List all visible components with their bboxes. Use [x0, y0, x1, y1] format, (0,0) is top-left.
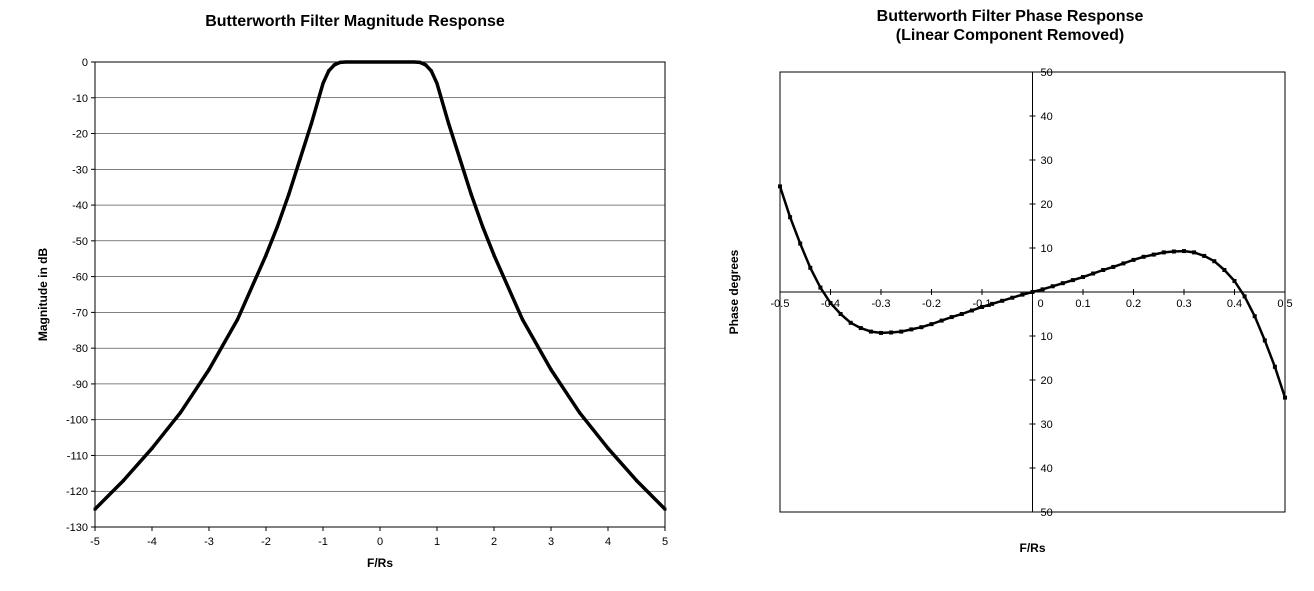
svg-text:10: 10 [1041, 331, 1053, 343]
svg-text:F/Rs: F/Rs [367, 556, 393, 570]
phase-chart-title: Butterworth Filter Phase Response (Linea… [720, 5, 1300, 67]
svg-text:0: 0 [82, 57, 88, 69]
magnitude-chart-title: Butterworth Filter Magnitude Response [30, 10, 680, 57]
svg-text:-50: -50 [72, 236, 88, 248]
svg-text:10: 10 [1041, 243, 1053, 255]
svg-text:50: 50 [1041, 507, 1053, 519]
svg-text:-20: -20 [72, 129, 88, 141]
svg-text:5: 5 [662, 536, 668, 548]
svg-text:0.1: 0.1 [1075, 298, 1090, 310]
svg-text:-90: -90 [72, 379, 88, 391]
svg-text:Phase degrees: Phase degrees [727, 249, 741, 334]
svg-text:40: 40 [1041, 463, 1053, 475]
svg-text:-60: -60 [72, 272, 88, 284]
svg-text:40: 40 [1041, 111, 1053, 123]
svg-text:-1: -1 [318, 536, 328, 548]
svg-text:1: 1 [434, 536, 440, 548]
svg-text:3: 3 [548, 536, 554, 548]
svg-text:-3: -3 [204, 536, 214, 548]
svg-text:-10: -10 [72, 93, 88, 105]
svg-text:0.3: 0.3 [1176, 298, 1191, 310]
svg-text:-70: -70 [72, 307, 88, 319]
svg-text:4: 4 [605, 536, 611, 548]
svg-text:-80: -80 [72, 343, 88, 355]
svg-text:-0.3: -0.3 [872, 298, 891, 310]
svg-text:-100: -100 [66, 415, 88, 427]
page-root: Butterworth Filter Magnitude Response 0 -… [0, 0, 1314, 591]
svg-text:20: 20 [1041, 199, 1053, 211]
svg-text:20: 20 [1041, 375, 1053, 387]
svg-text:-40: -40 [72, 200, 88, 212]
svg-text:F/Rs: F/Rs [1019, 541, 1045, 555]
svg-text:0.2: 0.2 [1126, 298, 1141, 310]
svg-text:-2: -2 [261, 536, 271, 548]
svg-text:0: 0 [1037, 298, 1043, 310]
svg-text:-110: -110 [67, 450, 88, 462]
svg-text:-130: -130 [66, 522, 88, 534]
svg-text:-4: -4 [147, 536, 157, 548]
phase-chart-svg: -0.5-0.4-0.3-0.2-0.100.10.20.30.40.55040… [720, 67, 1300, 567]
svg-text:-5: -5 [90, 536, 100, 548]
svg-text:0: 0 [377, 536, 383, 548]
svg-text:50: 50 [1041, 67, 1053, 79]
svg-text:30: 30 [1041, 155, 1053, 167]
svg-text:-0.2: -0.2 [922, 298, 941, 310]
phase-chart: Butterworth Filter Phase Response (Linea… [720, 5, 1300, 567]
svg-text:0.4: 0.4 [1227, 298, 1242, 310]
svg-text:-30: -30 [72, 164, 88, 176]
svg-text:Magnitude in dB: Magnitude in dB [36, 248, 50, 342]
magnitude-chart: Butterworth Filter Magnitude Response 0 -… [30, 10, 680, 582]
svg-text:2: 2 [491, 536, 497, 548]
svg-text:-120: -120 [66, 486, 88, 498]
magnitude-chart-svg: 0-10-20-30-40-50-60-70-80-90-100-110-120… [30, 57, 680, 582]
svg-text:30: 30 [1041, 419, 1053, 431]
